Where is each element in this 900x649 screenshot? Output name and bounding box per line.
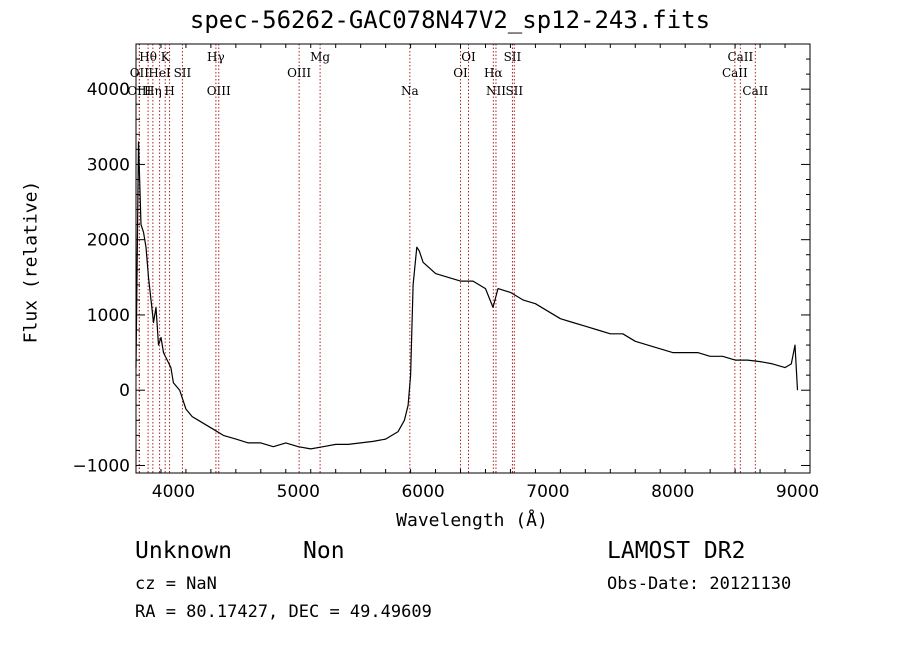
line-marker-label: OI [461,50,476,64]
coordinates-text: RA = 80.17427, DEC = 49.49609 [135,602,432,622]
line-marker-label: CaII [742,84,768,98]
x-tick-label: 9000 [776,482,819,502]
line-marker-label: H [164,84,174,98]
line-marker-label: OI [453,66,468,80]
line-marker-label: SII [504,50,522,64]
line-marker-label: HeI [148,66,171,80]
line-marker-label: Na [401,84,419,98]
spectrum-line [135,141,799,450]
line-marker-label: K [161,50,171,64]
observation-date: Obs-Date: 20121130 [607,574,792,594]
line-marker-label: SII [174,66,192,80]
x-tick-label: 8000 [651,482,694,502]
y-tick-label: −1000 [72,456,130,476]
line-marker-label: OIII [127,84,151,98]
plot-frame [135,43,811,474]
x-tick-label: 7000 [526,482,569,502]
x-tick-label: 6000 [401,482,444,502]
line-marker-label: Hγ [207,50,225,64]
object-class: Unknown [135,538,232,564]
y-axis-label: Flux (relative) [20,180,42,344]
line-marker-label: NII [486,84,506,98]
line-marker-label: OIII [207,84,231,98]
line-marker-label: OII [130,66,150,80]
chart-title: spec-56262-GAC078N47V2_sp12-243.fits [189,6,711,34]
y-tick-label: 1000 [87,306,130,326]
redshift-text: cz = NaN [135,574,217,594]
y-tick-label: 2000 [87,231,130,251]
survey-name: LAMOST DR2 [607,538,746,564]
spectrum-series [135,141,799,450]
plot-axes: 4000 5000 6000 7000 8000 9000 −1000 0 1000 2000 30… [72,43,819,502]
x-axis-label: Wavelength (Å) [396,510,548,531]
x-tick-label: 4000 [152,482,195,502]
line-marker-label: CaII [727,50,753,64]
line-marker-label: SII [505,84,523,98]
y-tick-label: 4000 [87,80,130,100]
line-marker-label: Mg [310,50,330,64]
line-marker-label: OIII [287,66,311,80]
line-marker-label: Hη [144,84,162,98]
x-tick-label: 5000 [277,482,320,502]
line-marker-label: Hα [484,66,503,80]
line-marker-label: Hθ [139,50,157,64]
line-marker-label: CaII [722,66,748,80]
y-tick-label: 3000 [87,155,130,175]
line-markers [138,44,756,473]
object-subclass: Non [303,538,345,564]
y-tick-label: 0 [119,381,130,401]
